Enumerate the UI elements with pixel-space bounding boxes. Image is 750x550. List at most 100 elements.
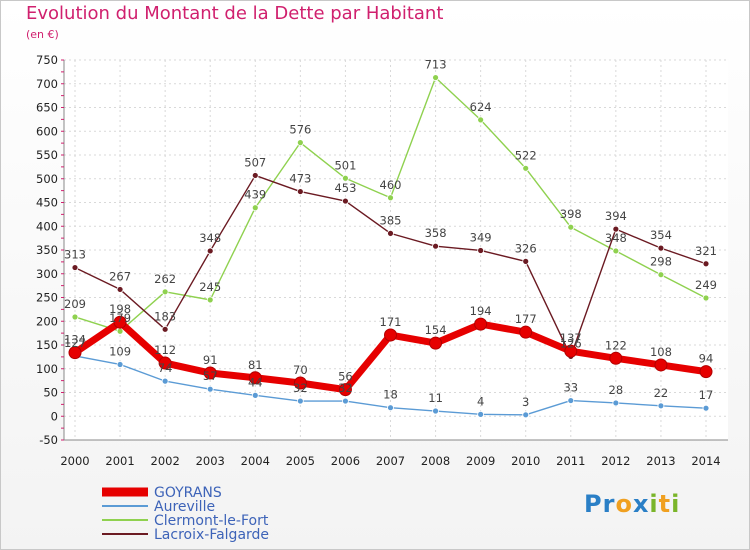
data-point (68, 346, 82, 360)
logo-letter: x (632, 490, 650, 518)
data-label: 321 (695, 244, 717, 258)
y-tick-label: 400 (36, 219, 58, 233)
data-label: 18 (383, 388, 398, 402)
legend-label: Aureville (154, 499, 215, 515)
data-label: 245 (199, 280, 221, 294)
data-point (387, 404, 394, 412)
data-label: 354 (650, 228, 672, 242)
data-label: 194 (470, 304, 492, 318)
data-label: 3 (522, 395, 529, 409)
data-point (206, 385, 214, 393)
x-tick-label: 2006 (331, 454, 360, 468)
x-tick-label: 2004 (241, 454, 270, 468)
data-label: 209 (64, 297, 86, 311)
data-point (432, 242, 439, 250)
data-label: 713 (425, 58, 447, 72)
legend-label: GOYRANS (154, 485, 222, 501)
data-label: 74 (158, 361, 173, 375)
data-point (248, 371, 262, 385)
x-tick-label: 2005 (286, 454, 315, 468)
y-tick-label: 300 (36, 267, 58, 281)
data-label: 183 (154, 309, 176, 323)
data-point (477, 116, 485, 124)
y-tick-label: 650 (36, 101, 58, 115)
data-point (612, 399, 620, 407)
data-label: 313 (64, 248, 86, 262)
data-point (432, 407, 439, 415)
data-label: 348 (605, 231, 627, 245)
y-tick-label: 500 (36, 172, 58, 186)
data-point (158, 356, 172, 370)
data-label: 249 (695, 278, 717, 292)
data-point (657, 271, 665, 279)
logo-letter: o (615, 490, 633, 518)
data-label: 57 (203, 369, 218, 383)
data-point (477, 410, 485, 418)
data-label: 32 (338, 381, 353, 395)
data-point (657, 402, 665, 410)
data-label: 576 (289, 123, 311, 137)
y-tick-label: 450 (36, 196, 58, 210)
data-label: 4 (477, 394, 484, 408)
data-point (251, 391, 259, 399)
x-tick-label: 2012 (601, 454, 630, 468)
data-point (116, 327, 124, 335)
data-point (429, 336, 443, 350)
data-point (432, 74, 439, 81)
logo-letter: i (671, 490, 681, 518)
data-point (609, 351, 623, 365)
data-label: 507 (244, 155, 266, 169)
proxiti-logo: Proxiti (584, 490, 680, 518)
x-tick-label: 2013 (646, 454, 675, 468)
data-point (387, 194, 394, 202)
x-tick-label: 2007 (376, 454, 405, 468)
y-tick-label: 550 (36, 148, 58, 162)
data-point (161, 288, 169, 296)
data-point (387, 229, 394, 237)
data-point (702, 260, 710, 268)
data-point (338, 383, 352, 397)
data-point (203, 366, 217, 380)
x-tick-label: 2011 (556, 454, 585, 468)
data-label: 44 (248, 375, 263, 389)
data-label: 358 (425, 226, 447, 240)
data-point (654, 358, 668, 372)
data-label: 453 (334, 181, 356, 195)
data-label: 298 (650, 255, 672, 269)
data-label: 17 (699, 388, 714, 402)
y-tick-label: 50 (43, 386, 58, 400)
data-label: 473 (289, 172, 311, 186)
data-point (612, 247, 620, 255)
data-point (113, 315, 127, 329)
data-point (567, 397, 575, 404)
data-point (116, 286, 124, 293)
data-label: 348 (199, 231, 221, 245)
data-label: 33 (563, 381, 578, 395)
x-tick-label: 2014 (691, 454, 720, 468)
y-tick-label: 0 (51, 409, 58, 423)
data-label: 179 (109, 311, 131, 325)
logo-letter: i (649, 490, 659, 518)
x-tick-label: 2001 (105, 454, 134, 468)
y-tick-label: 200 (36, 314, 58, 328)
data-label: 198 (109, 302, 131, 316)
data-label: 522 (515, 148, 537, 162)
data-label: 32 (293, 381, 308, 395)
data-label: 94 (699, 352, 714, 366)
logo-letter: t (658, 490, 672, 518)
data-label: 137 (560, 331, 582, 345)
chart-subtitle: (en €) (26, 28, 59, 41)
data-label: 122 (605, 338, 627, 352)
data-label: 460 (380, 178, 402, 192)
data-label: 134 (64, 333, 86, 347)
legend-label: Clermont-le-Fort (154, 513, 269, 529)
data-label: 349 (470, 230, 492, 244)
data-point (293, 376, 307, 390)
x-tick-label: 2009 (466, 454, 495, 468)
data-label: 91 (203, 353, 218, 367)
chart-title: Evolution du Montant de la Dette par Hab… (26, 3, 444, 24)
logo-letter: P (584, 490, 603, 518)
data-label: 81 (248, 358, 263, 372)
x-tick-label: 2002 (151, 454, 180, 468)
data-point (522, 257, 530, 265)
